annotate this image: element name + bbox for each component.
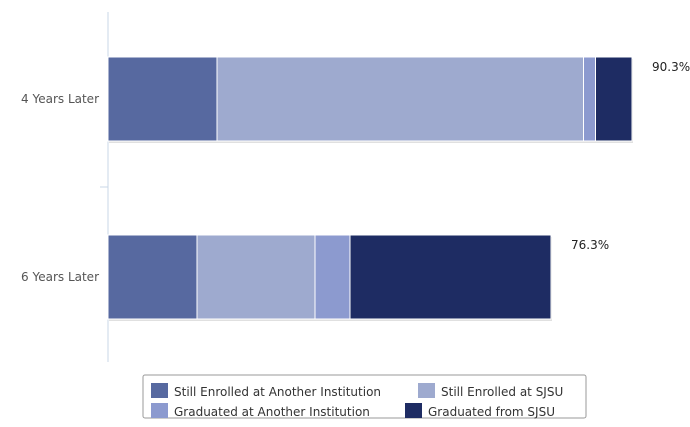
legend-swatch xyxy=(151,383,168,398)
legend-swatch xyxy=(405,403,422,418)
legend-swatch xyxy=(418,383,435,398)
legend-swatch xyxy=(151,403,168,418)
bar-segment[interactable] xyxy=(107,56,218,142)
legend: Still Enrolled at Another Institution Sti… xyxy=(142,374,587,419)
category-label: 6 Years Later xyxy=(21,270,99,284)
labels-layer: 4 Years Later 90.3% 6 Years Later 76.3% xyxy=(21,60,690,284)
bar-segment[interactable] xyxy=(107,234,198,320)
total-percent-label: 76.3% xyxy=(571,238,609,252)
legend-label[interactable]: Still Enrolled at Another Institution xyxy=(174,385,381,399)
legend-box xyxy=(142,374,587,419)
legend-label[interactable]: Graduated from SJSU xyxy=(428,405,555,419)
total-percent-label: 90.3% xyxy=(652,60,690,74)
bar-segment[interactable] xyxy=(583,56,596,142)
bars-layer xyxy=(107,56,633,321)
legend-label[interactable]: Still Enrolled at SJSU xyxy=(441,385,563,399)
bar-segment[interactable] xyxy=(595,56,633,142)
bar-segment[interactable] xyxy=(314,234,351,320)
legend-label[interactable]: Graduated at Another Institution xyxy=(174,405,370,419)
bar-segment[interactable] xyxy=(216,56,584,142)
bar-segment[interactable] xyxy=(349,234,552,320)
category-label: 4 Years Later xyxy=(21,92,99,106)
bar-segment[interactable] xyxy=(196,234,316,320)
